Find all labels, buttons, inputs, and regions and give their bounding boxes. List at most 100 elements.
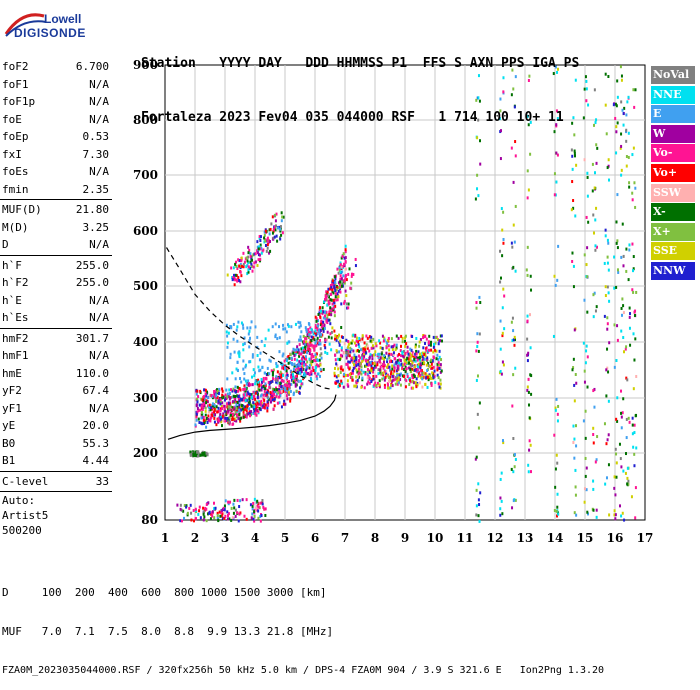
- echo-point: [228, 388, 231, 392]
- echo-point: [393, 364, 396, 368]
- echo-point: [264, 337, 267, 341]
- echo-point: [361, 347, 364, 351]
- echo-point: [226, 402, 229, 406]
- echo-point: [258, 400, 261, 404]
- echo-point: [251, 258, 254, 262]
- echo-point: [298, 360, 301, 364]
- echo-point: [219, 398, 222, 402]
- echo-point: [231, 371, 234, 375]
- echo-point: [364, 348, 367, 352]
- echo-point: [350, 274, 353, 278]
- echo-point: [199, 389, 202, 393]
- echo-point: [378, 383, 381, 387]
- echo-point: [355, 375, 358, 379]
- echo-point: [287, 381, 290, 385]
- echo-point: [319, 367, 322, 371]
- echo-point: [204, 388, 207, 392]
- echo-point: [249, 383, 252, 387]
- echo-point: [439, 365, 442, 369]
- echo-point: [239, 280, 242, 284]
- echo-point: [625, 376, 628, 380]
- echo-point: [529, 373, 532, 377]
- echo-point: [269, 239, 272, 243]
- echo-point: [573, 383, 576, 387]
- echo-point: [263, 405, 266, 409]
- echo-point: [337, 271, 340, 275]
- echo-point: [202, 451, 205, 455]
- echo-point: [376, 361, 379, 365]
- echo-point: [263, 236, 266, 240]
- echo-point: [407, 352, 410, 356]
- echo-point: [344, 250, 347, 254]
- echo-point: [238, 408, 241, 412]
- echo-point: [366, 372, 369, 376]
- echo-point: [372, 337, 375, 341]
- echo-point: [572, 440, 575, 444]
- echo-point: [380, 352, 383, 356]
- echo-point: [254, 397, 257, 401]
- echo-point: [219, 402, 222, 406]
- echo-point: [186, 511, 189, 515]
- echo-point: [625, 417, 628, 421]
- echo-point: [238, 259, 241, 263]
- echo-point: [246, 272, 249, 276]
- echo-point: [330, 285, 333, 289]
- echo-point: [276, 381, 279, 385]
- echo-point: [220, 511, 223, 515]
- echo-point: [635, 446, 638, 450]
- echo-point: [227, 405, 230, 409]
- echo-point: [292, 380, 295, 384]
- echo-point: [475, 306, 478, 310]
- echo-point: [260, 339, 263, 343]
- echo-point: [512, 437, 515, 441]
- echo-point: [372, 374, 375, 378]
- echo-point: [348, 267, 351, 271]
- echo-point: [234, 395, 237, 399]
- echo-point: [439, 378, 442, 382]
- echo-point: [527, 351, 530, 355]
- echo-point: [288, 340, 291, 344]
- echo-point: [211, 514, 214, 518]
- parameter-sidebar: foF2 6.700 foF1 N/A foF1p N/A foE N/A foEp 0.53 fx…: [0, 58, 112, 538]
- echo-point: [242, 262, 245, 266]
- echo-point: [217, 397, 220, 401]
- echo-point: [260, 251, 263, 255]
- echo-point: [318, 358, 321, 362]
- param-name: C-level: [2, 474, 49, 488]
- echo-point: [234, 508, 237, 512]
- echo-point: [379, 341, 382, 345]
- echo-point: [594, 248, 597, 252]
- echo-point: [374, 381, 377, 385]
- echo-point: [358, 349, 361, 353]
- echo-point: [206, 453, 209, 457]
- echo-point: [322, 310, 325, 314]
- echo-point: [232, 511, 235, 515]
- echo-point: [595, 161, 598, 165]
- echo-point: [216, 410, 219, 414]
- echo-point: [202, 512, 205, 516]
- echo-point: [263, 230, 266, 234]
- echo-point: [614, 116, 617, 120]
- param-value: 2.35: [82, 182, 110, 196]
- echo-point: [512, 373, 515, 377]
- echo-point: [614, 447, 617, 451]
- echo-point: [355, 364, 358, 368]
- echo-point: [320, 352, 323, 356]
- echo-point: [358, 367, 361, 371]
- echo-point: [237, 275, 240, 279]
- echo-point: [331, 326, 334, 330]
- echo-point: [357, 370, 360, 374]
- echo-point: [607, 158, 610, 162]
- echo-point: [179, 519, 182, 523]
- echo-point: [272, 368, 275, 372]
- echo-point: [307, 345, 310, 349]
- echo-point: [373, 363, 376, 367]
- echo-point: [339, 270, 342, 274]
- echo-point: [476, 187, 479, 191]
- echo-point: [280, 219, 283, 223]
- echo-point: [231, 418, 234, 422]
- echo-point: [342, 274, 345, 278]
- echo-point: [554, 193, 557, 197]
- echo-point: [585, 87, 588, 91]
- echo-point: [261, 499, 264, 503]
